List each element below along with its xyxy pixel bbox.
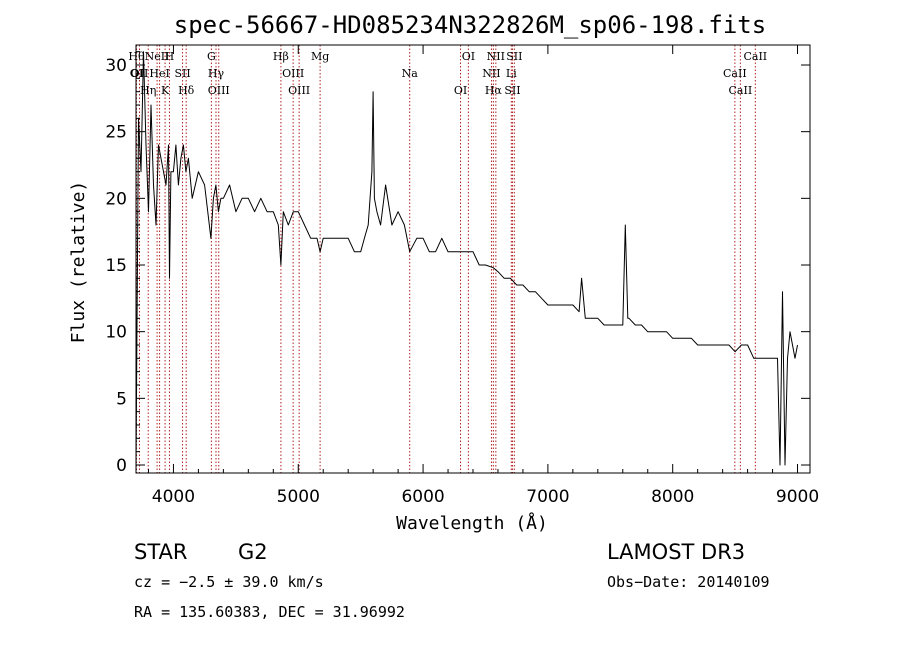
x-tick-label-7000: 7000: [526, 487, 569, 507]
line-label-25-0: CaII: [723, 67, 747, 80]
line-label-16-0: Na: [402, 67, 419, 80]
x-axis-ticks: 4000 5000 6000 7000 8000 9000: [147, 45, 819, 507]
line-label-13-0: OIII: [282, 67, 304, 80]
line-label-18-0: OI: [462, 50, 475, 63]
spectrum-line: [135, 51, 798, 466]
y-axis-label: Flux (relative): [68, 181, 89, 344]
line-label-4-0: HeI: [149, 67, 169, 80]
line-label-19-0: NII: [482, 67, 500, 80]
line-label-23-0: SII: [504, 84, 520, 97]
line-label-9-0: G: [207, 50, 216, 63]
object-type: STAR: [134, 540, 188, 564]
x-tick-label-5000: 5000: [277, 487, 320, 507]
line-label-27-0: CaII: [743, 50, 767, 63]
line-label-10-0: Hγ: [208, 67, 225, 80]
line-label-6-0: H: [165, 50, 175, 63]
y-tick-label-5: 5: [116, 389, 127, 409]
line-label-15-0: Mg: [311, 50, 329, 63]
line-label-17-0: OI: [454, 84, 467, 97]
ra-dec-coordinates: RA = 135.60383, DEC = 31.96992: [134, 603, 405, 621]
survey-name: LAMOST DR3: [607, 540, 746, 564]
line-label-20-0: Hα: [485, 84, 503, 97]
y-tick-label-10: 10: [105, 323, 127, 343]
observation-date: Obs−Date: 20140109: [607, 573, 770, 591]
y-axis-ticks: 0 5 10 15 20 25 30: [105, 51, 810, 476]
x-tick-label-9000: 9000: [776, 487, 819, 507]
line-label-11-0: OIII: [208, 84, 230, 97]
chart-title: spec-56667-HD085234N322826M_sp06-198.fit…: [174, 11, 766, 39]
y-tick-label-30: 30: [105, 56, 127, 76]
y-tick-label-20: 20: [105, 189, 127, 209]
line-label-12-0: Hβ: [273, 50, 289, 63]
spectral-subclass: G2: [238, 540, 268, 564]
spectrum-series: [135, 51, 798, 466]
x-tick-label-4000: 4000: [152, 487, 195, 507]
x-tick-label-6000: 6000: [401, 487, 444, 507]
emission-line-labels: HθOIOIIHηNeIIHeIKHSIIHδGHγOIIIHβOIIIOIII…: [128, 50, 767, 97]
y-tick-label-0: 0: [116, 456, 127, 476]
line-label-8-0: Hδ: [178, 84, 195, 97]
redshift-cz: cz = −2.5 ± 39.0 km/s: [134, 573, 324, 591]
y-tick-label-25: 25: [105, 123, 127, 143]
line-label-22-0: Li: [506, 67, 517, 80]
emission-line-markers: [135, 45, 756, 473]
line-label-14-0: OIII: [288, 84, 310, 97]
y-tick-label-15: 15: [105, 256, 127, 276]
line-label-5-0: K: [161, 84, 170, 97]
line-label-0-0: Hθ: [128, 50, 145, 63]
line-label-7-0: SII: [174, 67, 190, 80]
line-label-24-0: SII: [506, 50, 522, 63]
x-axis-label: Wavelength (Å): [396, 512, 548, 534]
line-label-21-0: NII: [487, 50, 505, 63]
line-label-26-0: CaII: [729, 84, 753, 97]
line-label-3-0: NeII: [145, 50, 170, 63]
plot-frame: [135, 44, 811, 474]
x-tick-label-8000: 8000: [651, 487, 694, 507]
